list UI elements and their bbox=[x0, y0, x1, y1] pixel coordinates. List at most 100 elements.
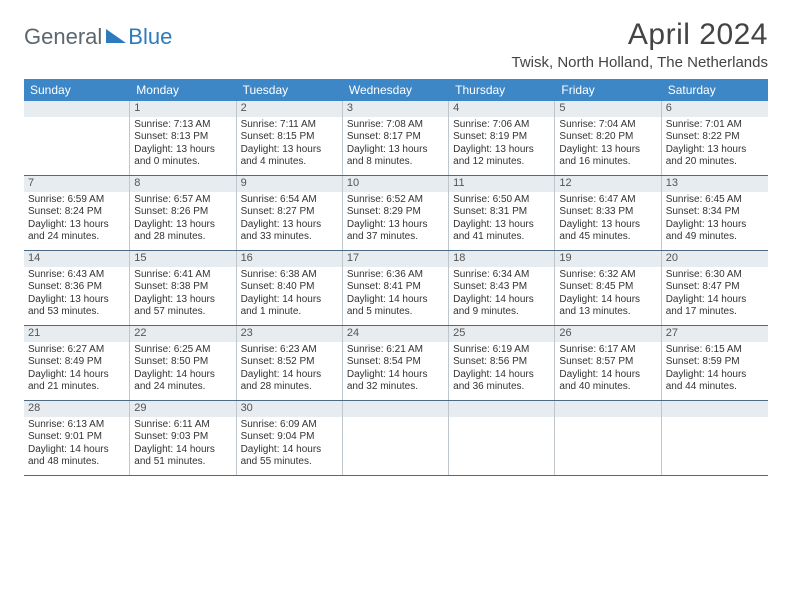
day-number: 2 bbox=[237, 101, 342, 117]
sunset-text: Sunset: 8:50 PM bbox=[134, 356, 231, 369]
week-row: 1Sunrise: 7:13 AMSunset: 8:13 PMDaylight… bbox=[24, 101, 768, 176]
day-number: 14 bbox=[24, 251, 129, 267]
day-number bbox=[343, 401, 448, 417]
weekday-header: Friday bbox=[555, 79, 661, 101]
sunrise-text: Sunrise: 6:13 AM bbox=[28, 419, 125, 432]
day-cell bbox=[555, 401, 661, 475]
day-cell: 20Sunrise: 6:30 AMSunset: 8:47 PMDayligh… bbox=[662, 251, 768, 325]
day-number: 13 bbox=[662, 176, 768, 192]
day-cell: 21Sunrise: 6:27 AMSunset: 8:49 PMDayligh… bbox=[24, 326, 130, 400]
logo-triangle-icon bbox=[106, 27, 126, 48]
day-cell: 22Sunrise: 6:25 AMSunset: 8:50 PMDayligh… bbox=[130, 326, 236, 400]
day-number bbox=[449, 401, 554, 417]
day-number: 21 bbox=[24, 326, 129, 342]
daylight-text: Daylight: 13 hours and 0 minutes. bbox=[134, 144, 231, 169]
day-number: 23 bbox=[237, 326, 342, 342]
sunrise-text: Sunrise: 6:34 AM bbox=[453, 269, 550, 282]
day-cell: 4Sunrise: 7:06 AMSunset: 8:19 PMDaylight… bbox=[449, 101, 555, 175]
daylight-text: Daylight: 14 hours and 21 minutes. bbox=[28, 369, 125, 394]
sunset-text: Sunset: 8:22 PM bbox=[666, 131, 764, 144]
sunset-text: Sunset: 8:41 PM bbox=[347, 281, 444, 294]
day-cell: 24Sunrise: 6:21 AMSunset: 8:54 PMDayligh… bbox=[343, 326, 449, 400]
day-number: 5 bbox=[555, 101, 660, 117]
day-cell: 3Sunrise: 7:08 AMSunset: 8:17 PMDaylight… bbox=[343, 101, 449, 175]
day-cell: 9Sunrise: 6:54 AMSunset: 8:27 PMDaylight… bbox=[237, 176, 343, 250]
day-number: 28 bbox=[24, 401, 129, 417]
day-cell: 5Sunrise: 7:04 AMSunset: 8:20 PMDaylight… bbox=[555, 101, 661, 175]
daylight-text: Daylight: 13 hours and 41 minutes. bbox=[453, 219, 550, 244]
daylight-text: Daylight: 13 hours and 37 minutes. bbox=[347, 219, 444, 244]
week-row: 21Sunrise: 6:27 AMSunset: 8:49 PMDayligh… bbox=[24, 326, 768, 401]
day-number: 16 bbox=[237, 251, 342, 267]
sunrise-text: Sunrise: 6:36 AM bbox=[347, 269, 444, 282]
day-cell: 17Sunrise: 6:36 AMSunset: 8:41 PMDayligh… bbox=[343, 251, 449, 325]
weekday-header: Thursday bbox=[449, 79, 555, 101]
day-cell bbox=[24, 101, 130, 175]
day-number bbox=[555, 401, 660, 417]
page-header: General Blue April 2024 Twisk, North Hol… bbox=[24, 18, 768, 71]
day-number: 20 bbox=[662, 251, 768, 267]
sunrise-text: Sunrise: 6:43 AM bbox=[28, 269, 125, 282]
day-number: 8 bbox=[130, 176, 235, 192]
sunrise-text: Sunrise: 7:01 AM bbox=[666, 119, 764, 132]
sunset-text: Sunset: 8:49 PM bbox=[28, 356, 125, 369]
daylight-text: Daylight: 13 hours and 53 minutes. bbox=[28, 294, 125, 319]
sunset-text: Sunset: 8:54 PM bbox=[347, 356, 444, 369]
day-number: 3 bbox=[343, 101, 448, 117]
sunrise-text: Sunrise: 6:11 AM bbox=[134, 419, 231, 432]
location-text: Twisk, North Holland, The Netherlands bbox=[511, 54, 768, 71]
sunrise-text: Sunrise: 6:57 AM bbox=[134, 194, 231, 207]
daylight-text: Daylight: 13 hours and 49 minutes. bbox=[666, 219, 764, 244]
sunrise-text: Sunrise: 6:50 AM bbox=[453, 194, 550, 207]
day-cell: 10Sunrise: 6:52 AMSunset: 8:29 PMDayligh… bbox=[343, 176, 449, 250]
sunset-text: Sunset: 8:13 PM bbox=[134, 131, 231, 144]
calendar: SundayMondayTuesdayWednesdayThursdayFrid… bbox=[24, 79, 768, 476]
day-cell: 19Sunrise: 6:32 AMSunset: 8:45 PMDayligh… bbox=[555, 251, 661, 325]
daylight-text: Daylight: 13 hours and 45 minutes. bbox=[559, 219, 656, 244]
logo-text-2: Blue bbox=[128, 24, 172, 50]
day-number: 25 bbox=[449, 326, 554, 342]
sunset-text: Sunset: 8:38 PM bbox=[134, 281, 231, 294]
day-cell: 25Sunrise: 6:19 AMSunset: 8:56 PMDayligh… bbox=[449, 326, 555, 400]
logo-text-1: General bbox=[24, 24, 102, 50]
day-number: 12 bbox=[555, 176, 660, 192]
sunset-text: Sunset: 8:24 PM bbox=[28, 206, 125, 219]
day-cell: 15Sunrise: 6:41 AMSunset: 8:38 PMDayligh… bbox=[130, 251, 236, 325]
sunset-text: Sunset: 8:57 PM bbox=[559, 356, 656, 369]
sunset-text: Sunset: 8:34 PM bbox=[666, 206, 764, 219]
daylight-text: Daylight: 14 hours and 5 minutes. bbox=[347, 294, 444, 319]
sunset-text: Sunset: 8:27 PM bbox=[241, 206, 338, 219]
sunset-text: Sunset: 8:26 PM bbox=[134, 206, 231, 219]
sunrise-text: Sunrise: 7:04 AM bbox=[559, 119, 656, 132]
sunset-text: Sunset: 9:04 PM bbox=[241, 431, 338, 444]
daylight-text: Daylight: 13 hours and 12 minutes. bbox=[453, 144, 550, 169]
day-number: 19 bbox=[555, 251, 660, 267]
sunset-text: Sunset: 8:29 PM bbox=[347, 206, 444, 219]
daylight-text: Daylight: 14 hours and 36 minutes. bbox=[453, 369, 550, 394]
day-cell: 27Sunrise: 6:15 AMSunset: 8:59 PMDayligh… bbox=[662, 326, 768, 400]
sunrise-text: Sunrise: 7:13 AM bbox=[134, 119, 231, 132]
day-cell: 23Sunrise: 6:23 AMSunset: 8:52 PMDayligh… bbox=[237, 326, 343, 400]
sunset-text: Sunset: 8:52 PM bbox=[241, 356, 338, 369]
day-number: 1 bbox=[130, 101, 235, 117]
day-cell: 12Sunrise: 6:47 AMSunset: 8:33 PMDayligh… bbox=[555, 176, 661, 250]
day-cell: 13Sunrise: 6:45 AMSunset: 8:34 PMDayligh… bbox=[662, 176, 768, 250]
day-number: 10 bbox=[343, 176, 448, 192]
sunrise-text: Sunrise: 6:30 AM bbox=[666, 269, 764, 282]
day-cell: 7Sunrise: 6:59 AMSunset: 8:24 PMDaylight… bbox=[24, 176, 130, 250]
daylight-text: Daylight: 13 hours and 8 minutes. bbox=[347, 144, 444, 169]
daylight-text: Daylight: 13 hours and 16 minutes. bbox=[559, 144, 656, 169]
day-number: 15 bbox=[130, 251, 235, 267]
daylight-text: Daylight: 14 hours and 9 minutes. bbox=[453, 294, 550, 319]
weekday-header: Monday bbox=[130, 79, 236, 101]
day-number: 4 bbox=[449, 101, 554, 117]
sunrise-text: Sunrise: 6:54 AM bbox=[241, 194, 338, 207]
day-number: 11 bbox=[449, 176, 554, 192]
sunrise-text: Sunrise: 7:11 AM bbox=[241, 119, 338, 132]
sunset-text: Sunset: 8:40 PM bbox=[241, 281, 338, 294]
daylight-text: Daylight: 13 hours and 4 minutes. bbox=[241, 144, 338, 169]
sunset-text: Sunset: 9:03 PM bbox=[134, 431, 231, 444]
sunrise-text: Sunrise: 6:32 AM bbox=[559, 269, 656, 282]
day-number bbox=[662, 401, 768, 417]
day-cell: 28Sunrise: 6:13 AMSunset: 9:01 PMDayligh… bbox=[24, 401, 130, 475]
